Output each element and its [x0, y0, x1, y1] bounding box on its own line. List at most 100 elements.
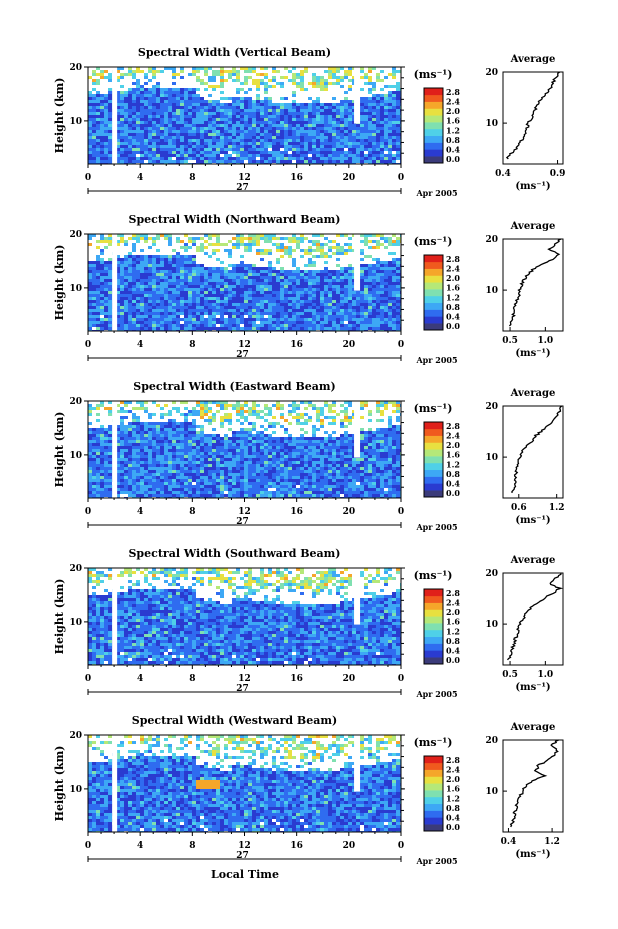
- beam-panel-2: Spectral Width (Northward Beam)1020Heigh…: [53, 213, 564, 365]
- heatmap-cell: [264, 139, 268, 142]
- heatmap-cell: [136, 142, 140, 145]
- heatmap-cell: [172, 142, 176, 145]
- heatmap-gap: [140, 73, 144, 76]
- heatmap-cell: [300, 282, 304, 285]
- heatmap-cell: [320, 282, 324, 285]
- heatmap-cell: [304, 139, 308, 142]
- heatmap-cell: [192, 94, 196, 97]
- heatmap-gap: [336, 267, 340, 270]
- heatmap-cell: [264, 294, 268, 297]
- heatmap-gap: [316, 73, 320, 76]
- heatmap-cell: [252, 103, 256, 106]
- heatmap-cell: [268, 127, 272, 130]
- heatmap-cell: [96, 276, 100, 279]
- heatmap-cell: [172, 282, 176, 285]
- heatmap-cell: [180, 154, 184, 157]
- heatmap-cell: [256, 148, 260, 151]
- heatmap-cell: [188, 258, 192, 261]
- heatmap-cell: [160, 267, 164, 270]
- heatmap-gap: [276, 79, 280, 82]
- heatmap-cell: [368, 109, 372, 112]
- heatmap-cell: [148, 327, 152, 330]
- heatmap-cell: [288, 115, 292, 118]
- heatmap-cell: [156, 124, 160, 127]
- heatmap-cell: [124, 288, 128, 291]
- heatmap-cell: [144, 234, 148, 237]
- heatmap-gap: [132, 252, 136, 255]
- heatmap-cell: [88, 303, 92, 306]
- heatmap-cell: [236, 264, 240, 267]
- heatmap-cell: [220, 145, 224, 148]
- heatmap-gap: [296, 94, 300, 97]
- heatmap-gap: [116, 73, 120, 76]
- heatmap-cell: [100, 130, 104, 133]
- heatmap-cell: [388, 124, 392, 127]
- heatmap-cell: [152, 124, 156, 127]
- heatmap-cell: [264, 130, 268, 133]
- heatmap-cell: [228, 106, 232, 109]
- heatmap-cell: [340, 160, 344, 163]
- heatmap-cell: [252, 70, 256, 73]
- heatmap-cell: [132, 315, 136, 318]
- heatmap-cell: [280, 270, 284, 273]
- heatmap-gap: [324, 234, 328, 237]
- heatmap-cell: [132, 258, 136, 261]
- heatmap-gap: [132, 240, 136, 243]
- heatmap-cell: [176, 157, 180, 160]
- heatmap-cell: [188, 109, 192, 112]
- heatmap-gap: [160, 252, 164, 255]
- heatmap-cell: [132, 121, 136, 124]
- heatmap-cell: [252, 273, 256, 276]
- heatmap-cell: [356, 130, 360, 133]
- heatmap-cell: [260, 288, 264, 291]
- heatmap-cell: [200, 276, 204, 279]
- heatmap-cell: [276, 103, 280, 106]
- heatmap-gap: [140, 82, 144, 85]
- heatmap-cell: [276, 112, 280, 115]
- heatmap-cell: [300, 142, 304, 145]
- heatmap-cell: [372, 130, 376, 133]
- heatmap-cell: [188, 279, 192, 282]
- heatmap-cell: [276, 70, 280, 73]
- heatmap-cell: [264, 127, 268, 130]
- heatmap-cell: [144, 100, 148, 103]
- heatmap-cell: [376, 160, 380, 163]
- heatmap-cell: [348, 297, 352, 300]
- heatmap-cell: [140, 279, 144, 282]
- heatmap-cell: [356, 309, 360, 312]
- heatmap-gap: [136, 249, 140, 252]
- heatmap-gap: [120, 88, 124, 91]
- heatmap-cell: [328, 133, 332, 136]
- heatmap-cell: [220, 139, 224, 142]
- heatmap-cell: [384, 121, 388, 124]
- heatmap-gap: [160, 249, 164, 252]
- heatmap-cell: [352, 324, 356, 327]
- heatmap-cell: [336, 109, 340, 112]
- heatmap-gap: [164, 246, 168, 249]
- heatmap-gap: [324, 258, 328, 261]
- heatmap-cell: [316, 315, 320, 318]
- heatmap-cell: [324, 270, 328, 273]
- heatmap-gap: [128, 76, 132, 79]
- heatmap-gap: [292, 160, 296, 163]
- heatmap-cell: [276, 237, 280, 240]
- heatmap-cell: [268, 240, 272, 243]
- heatmap-cell: [116, 121, 120, 124]
- heatmap-cell: [336, 291, 340, 294]
- heatmap-cell: [340, 312, 344, 315]
- heatmap-gap: [184, 79, 188, 82]
- heatmap-cell: [256, 240, 260, 243]
- heatmap-cell: [352, 270, 356, 273]
- heatmap-cell: [280, 115, 284, 118]
- heatmap-cell: [308, 282, 312, 285]
- heatmap-cell: [276, 318, 280, 321]
- heatmap-gap: [328, 237, 332, 240]
- heatmap-cell: [356, 297, 360, 300]
- heatmap-cell: [108, 318, 112, 321]
- heatmap-cell: [268, 300, 272, 303]
- heatmap-cell: [316, 100, 320, 103]
- heatmap-cell: [212, 103, 216, 106]
- heatmap-cell: [100, 109, 104, 112]
- heatmap-cell: [316, 270, 320, 273]
- heatmap-cell: [368, 79, 372, 82]
